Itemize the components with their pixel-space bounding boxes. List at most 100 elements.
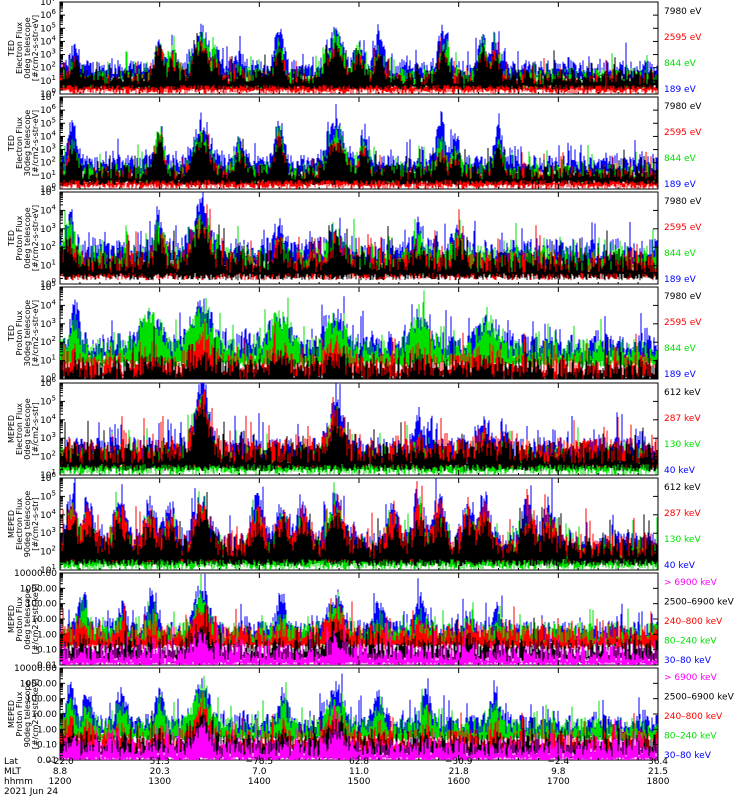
y-axis-label-line: Proton Flux: [15, 310, 24, 355]
legend-entry: 189 eV: [664, 370, 697, 380]
y-axis-label: MEPED Electron Flux 0deg telescope [#/cm2-s…: [7, 398, 40, 459]
y-tick-label: 102: [40, 156, 56, 169]
y-tick-base: 10: [40, 132, 52, 142]
y-tick-label: 104: [40, 298, 56, 311]
x-tick-lat: −78.5: [246, 757, 274, 767]
y-tick-exponent: 2: [52, 61, 56, 69]
y-tick-label: 103: [40, 431, 56, 444]
x-tick-hhmm: 1600: [447, 777, 470, 787]
x-tick-mlt: 7.0: [252, 767, 267, 777]
y-axis-label-line: MEPED: [7, 415, 16, 443]
y-tick-base: 10: [40, 93, 52, 103]
y-tick-exponent: 4: [52, 508, 57, 516]
legend: 7980 eV 2595 eV 844 eV 189 eV: [664, 197, 702, 285]
y-tick-label: 10000.00: [14, 664, 57, 674]
y-tick-label: 1.00: [37, 630, 57, 640]
y-tick-base: 10: [40, 90, 52, 100]
y-tick-exponent: 1: [52, 354, 56, 362]
y-tick-exponent: 5: [52, 116, 56, 124]
y-tick-exponent: 6: [52, 471, 57, 479]
legend-entry: 2595 eV: [664, 128, 702, 138]
y-tick-label: 100: [40, 372, 56, 385]
y-axis-label-line: Proton Flux: [15, 691, 24, 736]
y-tick-label: 100.00: [26, 600, 58, 610]
legend-entry: 30–80 keV: [664, 656, 712, 666]
y-axis-label-line: MEPED: [7, 700, 16, 728]
y-tick-base: 10: [40, 51, 52, 61]
panel-traces: [60, 478, 658, 570]
y-tick-base: 10: [40, 492, 52, 502]
y-tick-label: 103: [40, 143, 56, 156]
legend-entry: 189 eV: [664, 180, 697, 190]
legend-entry: 189 eV: [664, 85, 697, 95]
legend-entry: 2500–6900 keV: [664, 598, 735, 608]
y-tick-label: 102: [40, 61, 56, 74]
legend-entry: 40 keV: [664, 561, 696, 571]
legend-entry: 844 eV: [664, 249, 697, 259]
y-tick-label: 102: [40, 545, 56, 558]
legend-entry: 7980 eV: [664, 292, 702, 302]
y-tick-label: 102: [40, 335, 56, 348]
legend-entry: 189 eV: [664, 275, 697, 285]
y-tick-label: 105: [40, 21, 56, 34]
y-tick-exponent: 3: [52, 431, 56, 439]
y-axis-label: TED Electron Flux 30deg telescope [#/cm2-s-…: [7, 110, 40, 177]
legend: > 6900 keV 2500–6900 keV 240–800 keV 80–240…: [664, 673, 735, 761]
y-tick-label: 101: [40, 563, 56, 576]
y-axis-label-line: 30deg telescope: [23, 110, 32, 177]
panel-traces: [60, 104, 658, 189]
y-tick-label: 1000.00: [20, 679, 57, 689]
x-tick-mlt: 9.8: [551, 767, 566, 777]
legend: 7980 eV 2595 eV 844 eV 189 eV: [664, 7, 702, 95]
y-axis-label-line: [#/cm2-s-str-eV]: [31, 15, 40, 81]
panel-8: 0.01 0.10 1.00 10.00 100.00 1000.00 10000.00 ME…: [7, 664, 735, 766]
legend-entry: 2595 eV: [664, 318, 702, 328]
y-axis-label-line: Proton Flux: [15, 596, 24, 641]
y-tick-base: 10: [40, 24, 52, 34]
y-tick-label: 101: [40, 169, 56, 182]
x-tick-hhmm: 1300: [148, 777, 171, 787]
y-tick-label: 104: [40, 203, 56, 216]
y-tick-exponent: 6: [52, 103, 57, 111]
y-axis-label-line: [#/cm2-s-str-eV]: [31, 300, 40, 366]
legend-entry: 287 keV: [664, 414, 701, 424]
y-tick-base: 10: [40, 453, 52, 463]
x-row-label: MLT: [4, 767, 22, 777]
legend-entry: 240–800 keV: [664, 712, 723, 722]
x-row-label: hhmm: [4, 777, 33, 787]
y-tick-label: 101: [40, 74, 56, 87]
series-1-trace: [60, 33, 658, 91]
y-tick-base: 10: [40, 320, 52, 330]
legend-entry: 7980 eV: [664, 102, 702, 112]
legend-entry: 7980 eV: [664, 197, 702, 207]
legend-entry: 612 keV: [664, 388, 701, 398]
y-tick-label: 104: [40, 129, 56, 142]
y-tick-label: 0.01: [37, 661, 57, 671]
y-tick-exponent: 2: [52, 240, 56, 248]
y-tick-base: 10: [40, 262, 52, 272]
y-tick-exponent: 4: [52, 413, 57, 421]
y-tick-label: 101: [40, 468, 56, 481]
y-tick-label: 101: [40, 259, 56, 272]
series-1-trace: [60, 130, 658, 186]
y-axis-label: TED Electron Flux 0deg telescope [#/cm2-s-s…: [7, 15, 40, 81]
y-tick-exponent: 2: [52, 156, 56, 164]
panel-traces: [60, 290, 658, 379]
y-tick-label: 105: [40, 280, 56, 293]
y-tick-label: 106: [40, 376, 56, 389]
y-tick-exponent: 1: [52, 74, 56, 82]
y-axis-label: MEPED Electron Flux 90deg telescope [#/cm2-…: [7, 491, 40, 558]
y-tick-label: 105: [40, 489, 56, 502]
y-tick-exponent: 0: [52, 182, 56, 190]
legend-entry: 80–240 keV: [664, 637, 717, 647]
y-tick-exponent: 0: [52, 277, 56, 285]
y-tick-base: 10: [40, 11, 52, 21]
y-axis-label-line: 0deg telescope: [23, 398, 32, 459]
legend-entry: 7980 eV: [664, 7, 702, 17]
y-tick-exponent: 3: [52, 143, 56, 151]
y-tick-exponent: 5: [52, 394, 56, 402]
y-tick-label: 104: [40, 413, 56, 426]
x-tick-hhmm: 1200: [49, 777, 72, 787]
